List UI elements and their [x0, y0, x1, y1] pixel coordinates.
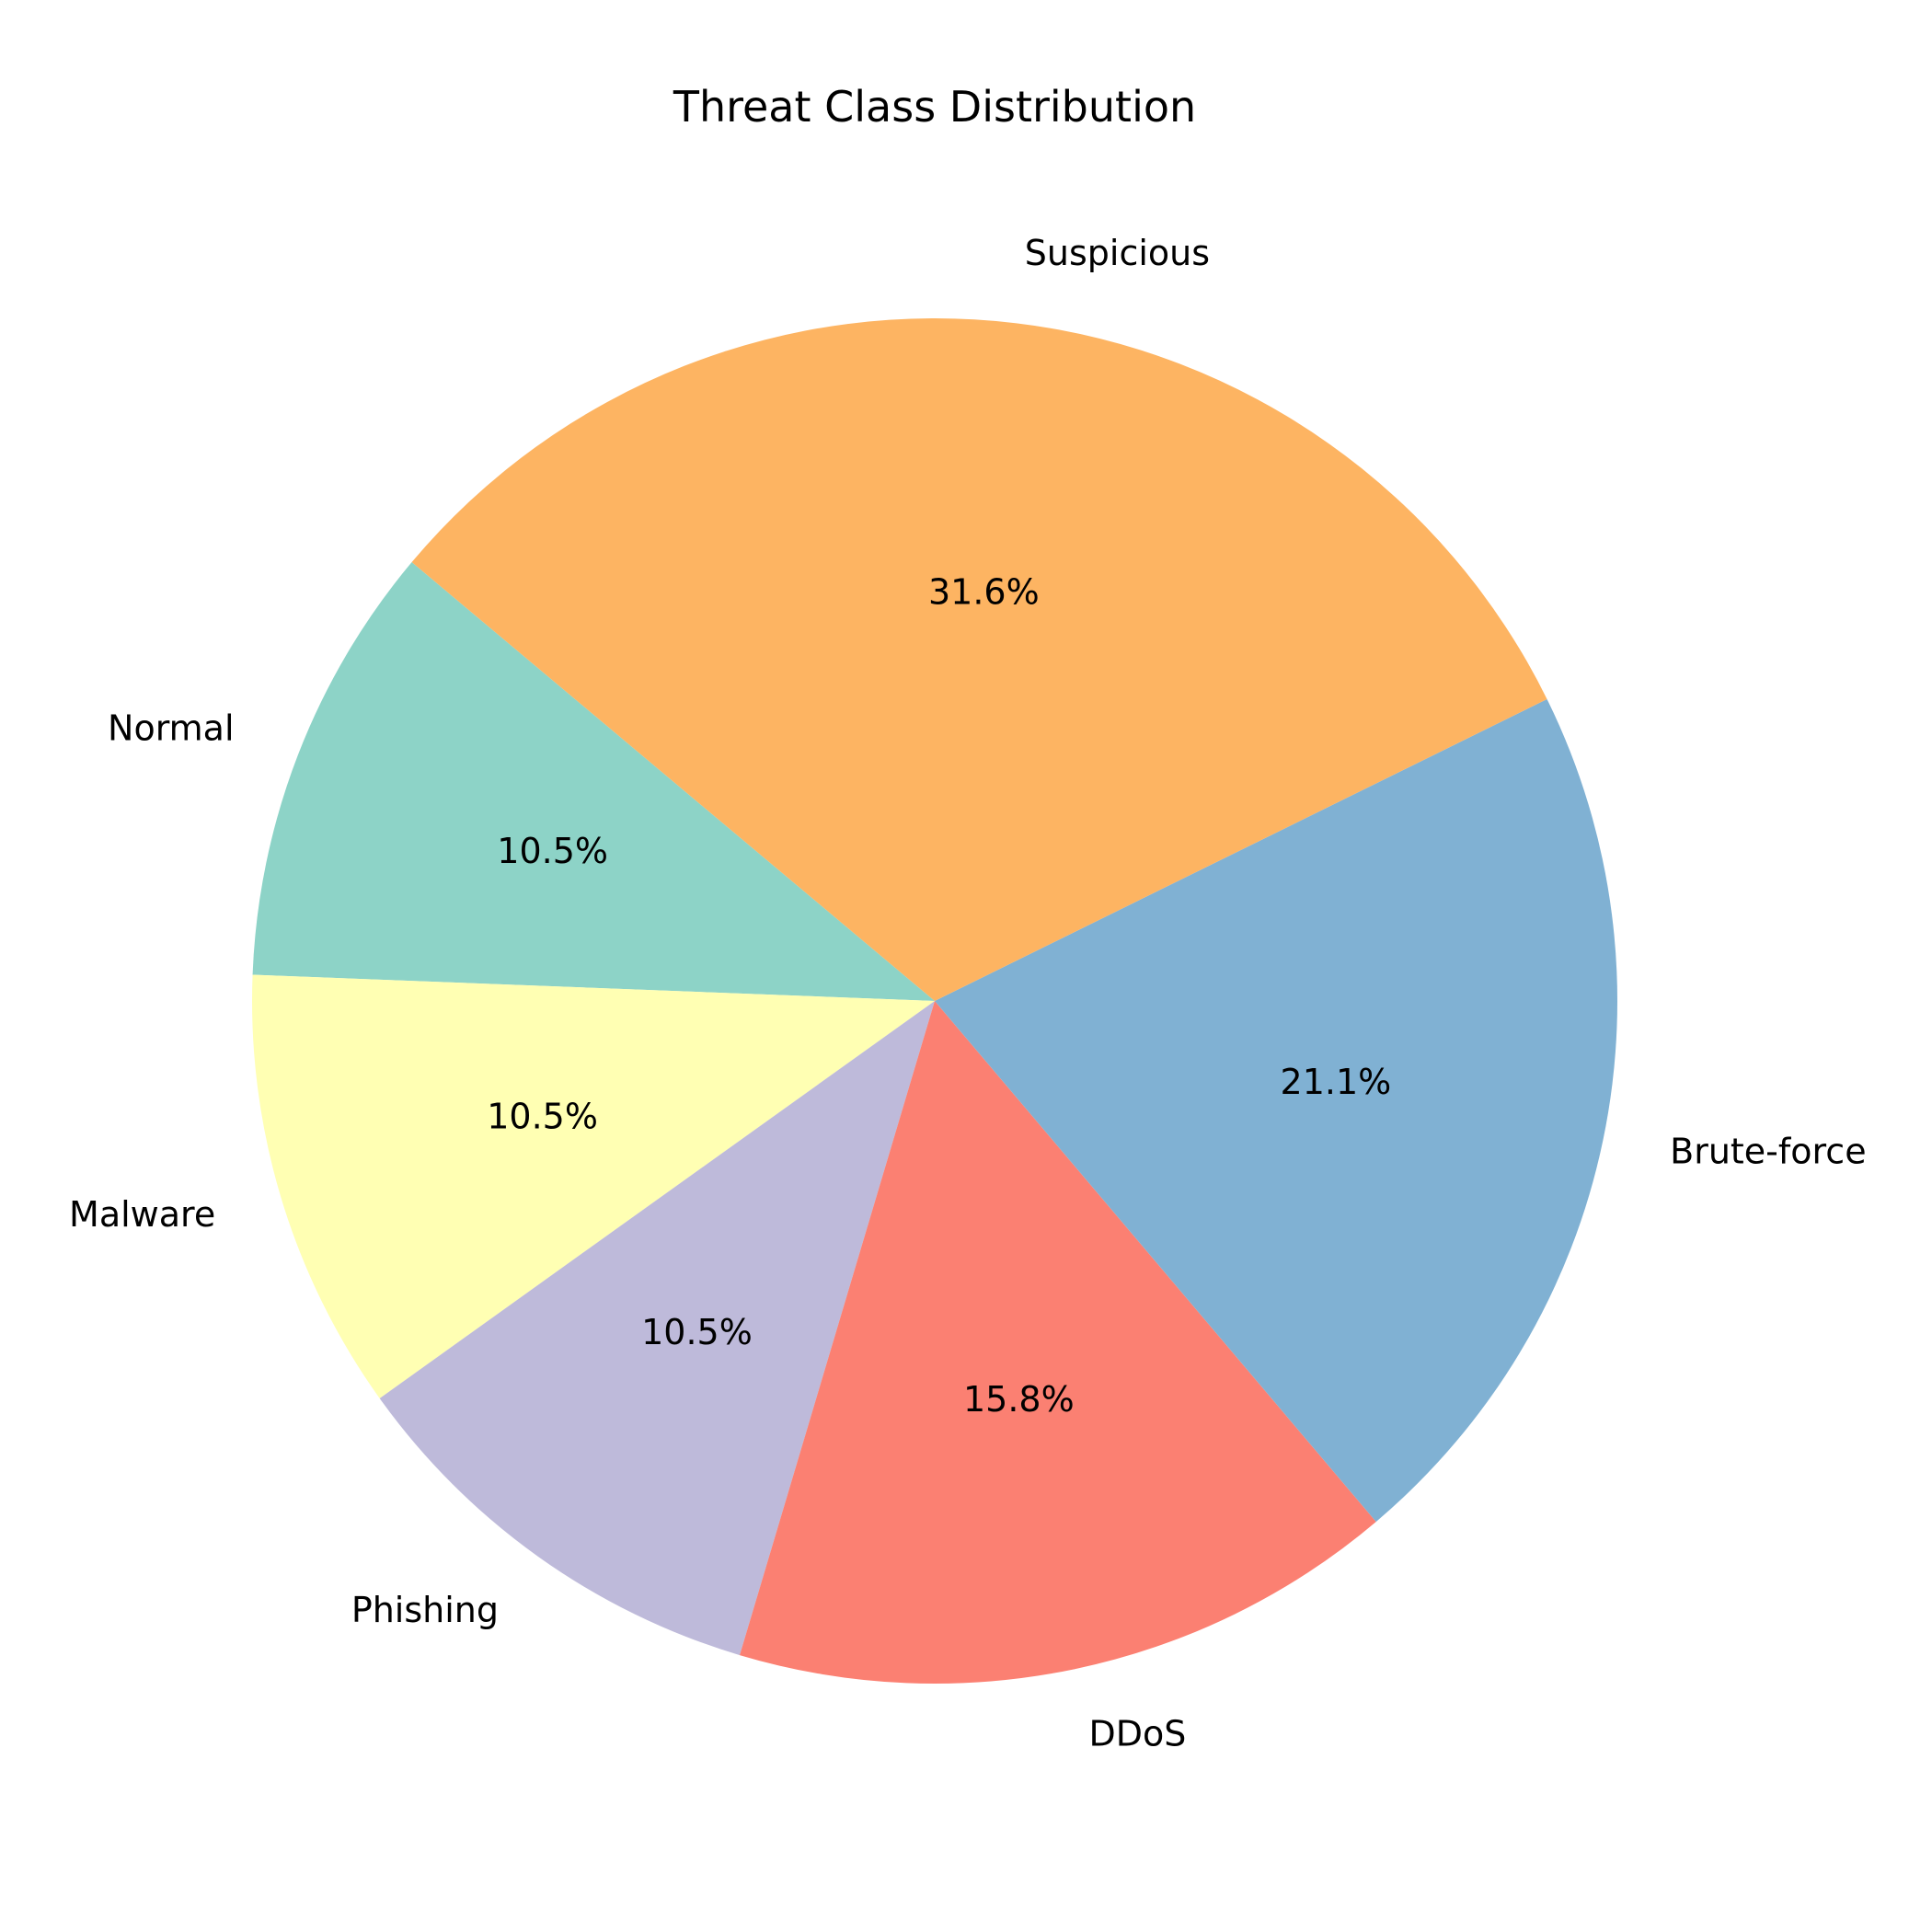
pie-slice-brute-force	[935, 698, 1618, 1523]
labels-layer: Normal 10.5% Malware 10.5% Phishing 10.5% DDoS…	[69, 233, 1867, 1754]
pie-slice-phishing	[379, 1001, 935, 1656]
pct-label-normal: 10.5%	[497, 831, 608, 871]
pie-slice-suspicious	[411, 318, 1547, 1001]
slice-label-brute-force: Brute-force	[1670, 1132, 1866, 1172]
pct-label-ddos: 15.8%	[963, 1379, 1075, 1420]
chart-title: Threat Class Distribution	[673, 82, 1196, 132]
slices-layer	[252, 318, 1618, 1685]
slice-label-normal: Normal	[108, 708, 235, 749]
pct-label-malware: 10.5%	[487, 1096, 598, 1136]
pct-label-phishing: 10.5%	[641, 1312, 753, 1352]
slice-label-phishing: Phishing	[351, 1590, 499, 1630]
pie-slice-normal	[252, 562, 935, 1001]
pct-label-brute-force: 21.1%	[1281, 1062, 1392, 1102]
slice-label-malware: Malware	[69, 1194, 215, 1235]
pct-label-suspicious: 31.6%	[928, 572, 1040, 613]
slice-label-ddos: DDoS	[1088, 1713, 1186, 1754]
slice-label-suspicious: Suspicious	[1025, 233, 1210, 273]
pie-slice-ddos	[740, 1001, 1376, 1685]
pie-slice-malware	[252, 974, 935, 1398]
